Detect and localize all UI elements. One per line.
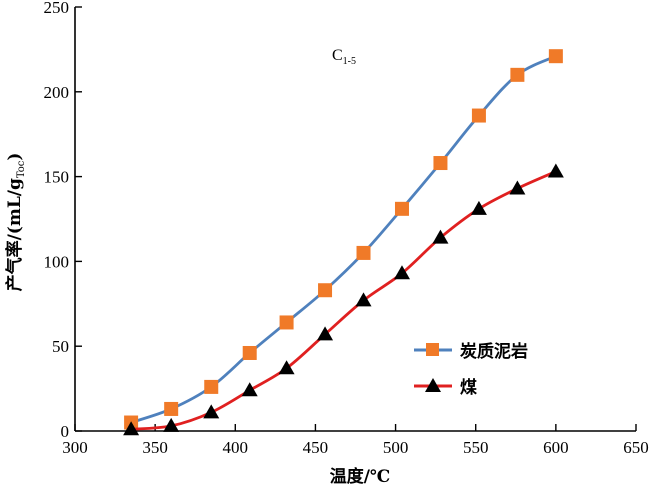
series-layer [123,49,564,436]
y-tick-label: 0 [61,422,70,441]
data-point-triangle [547,163,564,178]
data-point-square [318,283,333,298]
series-line [130,54,557,424]
x-tick-label: 650 [623,438,649,457]
data-point-triangle [317,326,334,341]
legend-marker-square [426,343,439,356]
y-axis-label: 产气率/(mL/gToc) [4,153,27,292]
legend-label-coal: 煤 [460,377,477,398]
x-tick-label: 350 [142,438,168,457]
annotation-sub: 1-5 [343,56,356,67]
legend-item-coal: 煤 [414,377,477,398]
data-point-triangle [163,417,180,432]
data-point-triangle [123,421,140,436]
annotation-main: C [332,47,343,64]
x-tick-label: 600 [543,438,569,457]
axes [74,7,636,432]
legend: 炭质泥岩 煤 [414,341,528,398]
data-point-square [471,108,486,123]
data-point-square [279,315,294,330]
y-tick-label: 100 [44,252,70,271]
data-point-triangle [470,200,487,215]
y-tick-label: 200 [44,83,70,102]
x-axis-label: 温度/℃ [330,466,391,487]
x-tick-label: 400 [223,438,249,457]
data-point-square [164,401,179,416]
data-point-triangle [278,360,295,375]
c1-5-annotation: C1-5 [332,47,356,67]
x-tick-label: 450 [303,438,329,457]
data-point-square [510,67,525,82]
y-tick-label: 250 [44,0,70,17]
series-coal [123,163,564,436]
y-axis-label-main: 产气率/(mL/g [4,178,25,291]
y-tick-label: 150 [44,168,70,187]
data-point-triangle [203,404,220,419]
data-point-square [356,245,371,260]
data-point-triangle [393,265,410,280]
data-point-triangle [432,229,449,244]
y-ticks: 0 50 100 150 200 250 [44,0,82,441]
series-carbonaceous-mudstone [124,49,563,430]
y-axis-label-close: ) [5,153,25,161]
data-point-triangle [241,382,258,397]
data-point-square [433,156,448,171]
y-tick-label: 50 [52,337,69,356]
data-point-square [204,379,219,394]
x-tick-label: 300 [62,438,88,457]
data-point-square [394,201,409,216]
data-point-triangle [355,292,372,307]
legend-marker-triangle [425,378,441,392]
x-ticks: 300 350 400 450 500 550 600 650 [62,424,649,457]
data-point-square [548,49,563,64]
y-axis-label-sub: Toc [16,160,27,178]
data-point-triangle [509,180,526,195]
legend-label-carbonaceous-mudstone: 炭质泥岩 [460,341,528,362]
x-tick-label: 500 [383,438,409,457]
legend-item-carbonaceous-mudstone: 炭质泥岩 [414,341,528,362]
data-point-square [242,345,257,360]
x-tick-label: 550 [463,438,489,457]
series-line [130,170,557,431]
